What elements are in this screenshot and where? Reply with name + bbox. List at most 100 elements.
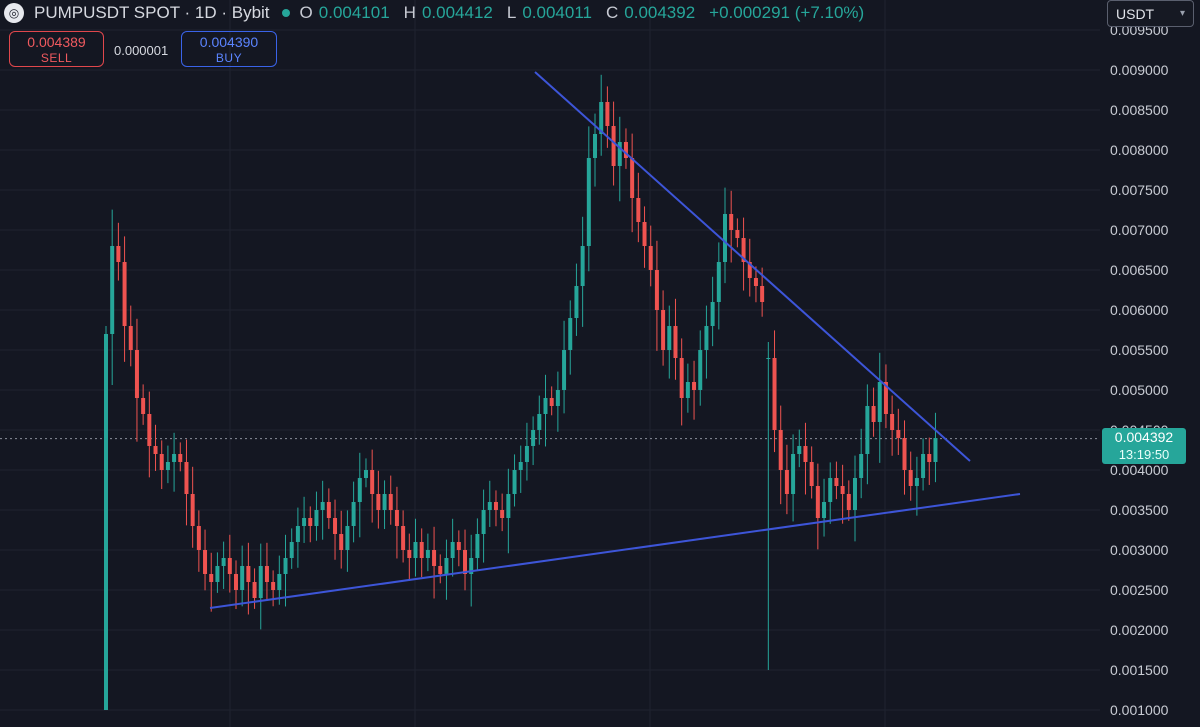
candle — [227, 534, 232, 593]
candle — [363, 458, 368, 488]
candle — [543, 374, 548, 447]
bar-countdown: 13:19:50 — [1118, 447, 1170, 462]
candle — [190, 466, 195, 548]
candle — [345, 510, 350, 572]
price-tick-label: 0.004000 — [1110, 462, 1169, 478]
candle — [196, 510, 201, 572]
candle — [295, 507, 300, 568]
candle — [326, 488, 331, 529]
close-value: 0.004392 — [624, 3, 696, 22]
candle — [493, 490, 498, 527]
candle — [215, 552, 220, 593]
open-label: O — [299, 3, 313, 22]
price-tick-label: 0.008000 — [1110, 142, 1169, 158]
candle — [667, 305, 672, 379]
currency-value: USDT — [1116, 5, 1155, 22]
candle — [630, 133, 635, 233]
candle — [803, 422, 808, 495]
candle — [277, 555, 282, 605]
candle — [921, 438, 926, 491]
price-tick-label: 0.002500 — [1110, 582, 1169, 598]
candle — [791, 434, 796, 522]
candle — [747, 238, 752, 297]
candle — [376, 470, 381, 529]
candle — [456, 530, 461, 567]
candle — [320, 480, 325, 540]
candle — [481, 489, 486, 563]
price-tick-label: 0.009000 — [1110, 62, 1169, 78]
candle — [357, 452, 362, 538]
candle — [394, 486, 399, 559]
change-value: +0.000291 (+7.10%) — [709, 3, 865, 22]
candle — [685, 363, 690, 413]
candle — [382, 480, 387, 530]
candle — [661, 290, 666, 366]
candle — [314, 491, 319, 541]
candle — [692, 360, 697, 420]
price-tick-label: 0.006000 — [1110, 302, 1169, 318]
support-trendline[interactable] — [209, 493, 1021, 609]
candle — [735, 218, 740, 248]
candle — [902, 420, 907, 495]
candle — [741, 217, 746, 291]
last-price-badge: 0.004392 13:19:50 — [1102, 428, 1186, 464]
candle — [580, 216, 585, 327]
candle — [537, 395, 542, 445]
candle — [425, 533, 430, 572]
trendlines — [209, 71, 1021, 609]
candle — [184, 439, 189, 526]
candle — [890, 395, 895, 456]
price-tick-label: 0.001000 — [1110, 702, 1169, 718]
currency-select[interactable]: USDT ▾ — [1107, 0, 1194, 27]
high-label: H — [403, 3, 416, 22]
candle — [599, 74, 604, 156]
candle — [562, 320, 567, 414]
candle — [487, 480, 492, 527]
candle — [110, 209, 115, 385]
buy-price: 0.004390 — [199, 34, 259, 50]
candle — [822, 478, 827, 537]
open-value: 0.004101 — [318, 3, 390, 22]
candle — [753, 266, 758, 303]
candle — [568, 300, 573, 375]
spread-value: 0.000001 — [114, 43, 169, 58]
candle — [524, 422, 529, 481]
buy-label: BUY — [215, 51, 243, 65]
candle — [302, 496, 307, 543]
candle — [809, 446, 814, 499]
market-status-dot — [281, 9, 290, 17]
low-label: L — [506, 3, 517, 22]
candle — [797, 429, 802, 468]
candle — [264, 542, 269, 601]
candle — [351, 481, 356, 543]
candle — [419, 528, 424, 578]
candle — [370, 449, 375, 523]
chevron-down-icon: ▾ — [1179, 8, 1185, 19]
candle — [654, 240, 659, 351]
price-tick-label: 0.007500 — [1110, 182, 1169, 198]
candle — [159, 440, 164, 490]
candle — [283, 534, 288, 607]
symbol-title[interactable]: PUMPUSDT SPOT · 1D · Bybit — [34, 3, 270, 22]
candle — [506, 468, 511, 554]
close-label: C — [605, 3, 619, 22]
resistance-trendline[interactable] — [534, 71, 971, 462]
candle — [475, 518, 480, 571]
candle — [432, 526, 437, 599]
price-axis: 0.0095000.0090000.0085000.0080000.007500… — [1110, 22, 1169, 718]
sell-button[interactable]: 0.004389 SELL — [9, 31, 104, 67]
candle — [271, 570, 276, 607]
candle — [933, 412, 938, 483]
candle — [846, 480, 851, 521]
candle — [128, 305, 133, 367]
buy-button[interactable]: 0.004390 BUY — [181, 31, 277, 67]
price-tick-label: 0.005500 — [1110, 342, 1169, 358]
candle — [617, 116, 622, 202]
globe-icon[interactable]: ◎ — [4, 3, 24, 23]
candle — [339, 510, 344, 569]
sell-price: 0.004389 — [27, 34, 86, 50]
candle — [574, 263, 579, 336]
candle — [141, 384, 146, 425]
candle — [153, 424, 158, 471]
